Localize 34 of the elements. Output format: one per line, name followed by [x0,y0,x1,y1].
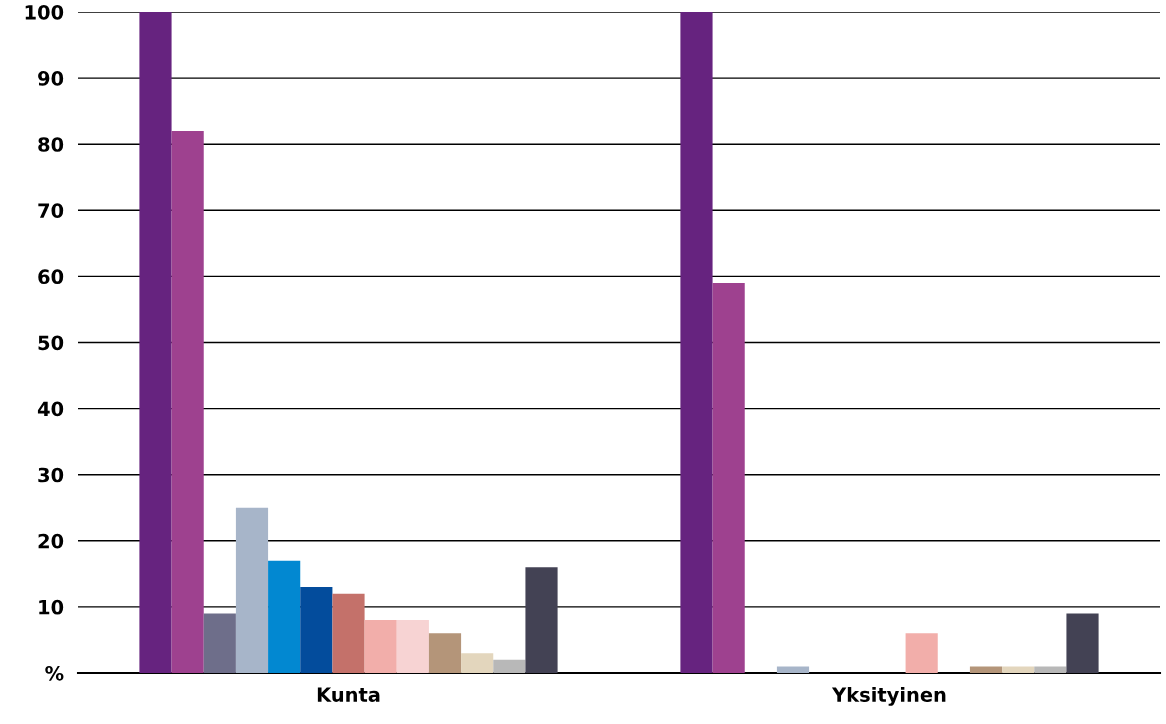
bar [235,507,269,673]
bar [1002,666,1035,673]
y-tick-label: 10 [39,599,64,615]
bar [461,653,494,673]
y-tick-label: 40 [37,401,64,417]
y-tick-label: 70 [38,203,64,218]
bar [776,666,810,673]
bar [969,666,1003,673]
bar [428,633,462,673]
y-tick-label: 90 [38,71,64,86]
bar [1066,613,1099,673]
y-tick-label: 80 [38,137,64,152]
bar [396,620,429,673]
bar [680,12,713,673]
bar [525,567,558,673]
bar [364,620,397,673]
bar [1034,666,1067,673]
bar [332,593,365,673]
y-tick-label: 60 [38,269,64,285]
bar [300,587,333,673]
y-tick-label: 50 [38,335,64,351]
bar [203,613,236,673]
bar [268,560,301,673]
bar [712,283,745,673]
x-tick-label: Yksityinen [831,686,946,706]
y-tick-label: 20 [38,533,64,549]
bar [493,659,526,673]
bar [905,633,938,673]
y-tick-label: 30 [38,467,64,483]
bar [171,130,204,673]
x-tick-label: Kunta [317,687,380,702]
bar [139,12,172,673]
y-tick-label: 100 [25,4,64,20]
y-tick-label: % [45,665,64,681]
